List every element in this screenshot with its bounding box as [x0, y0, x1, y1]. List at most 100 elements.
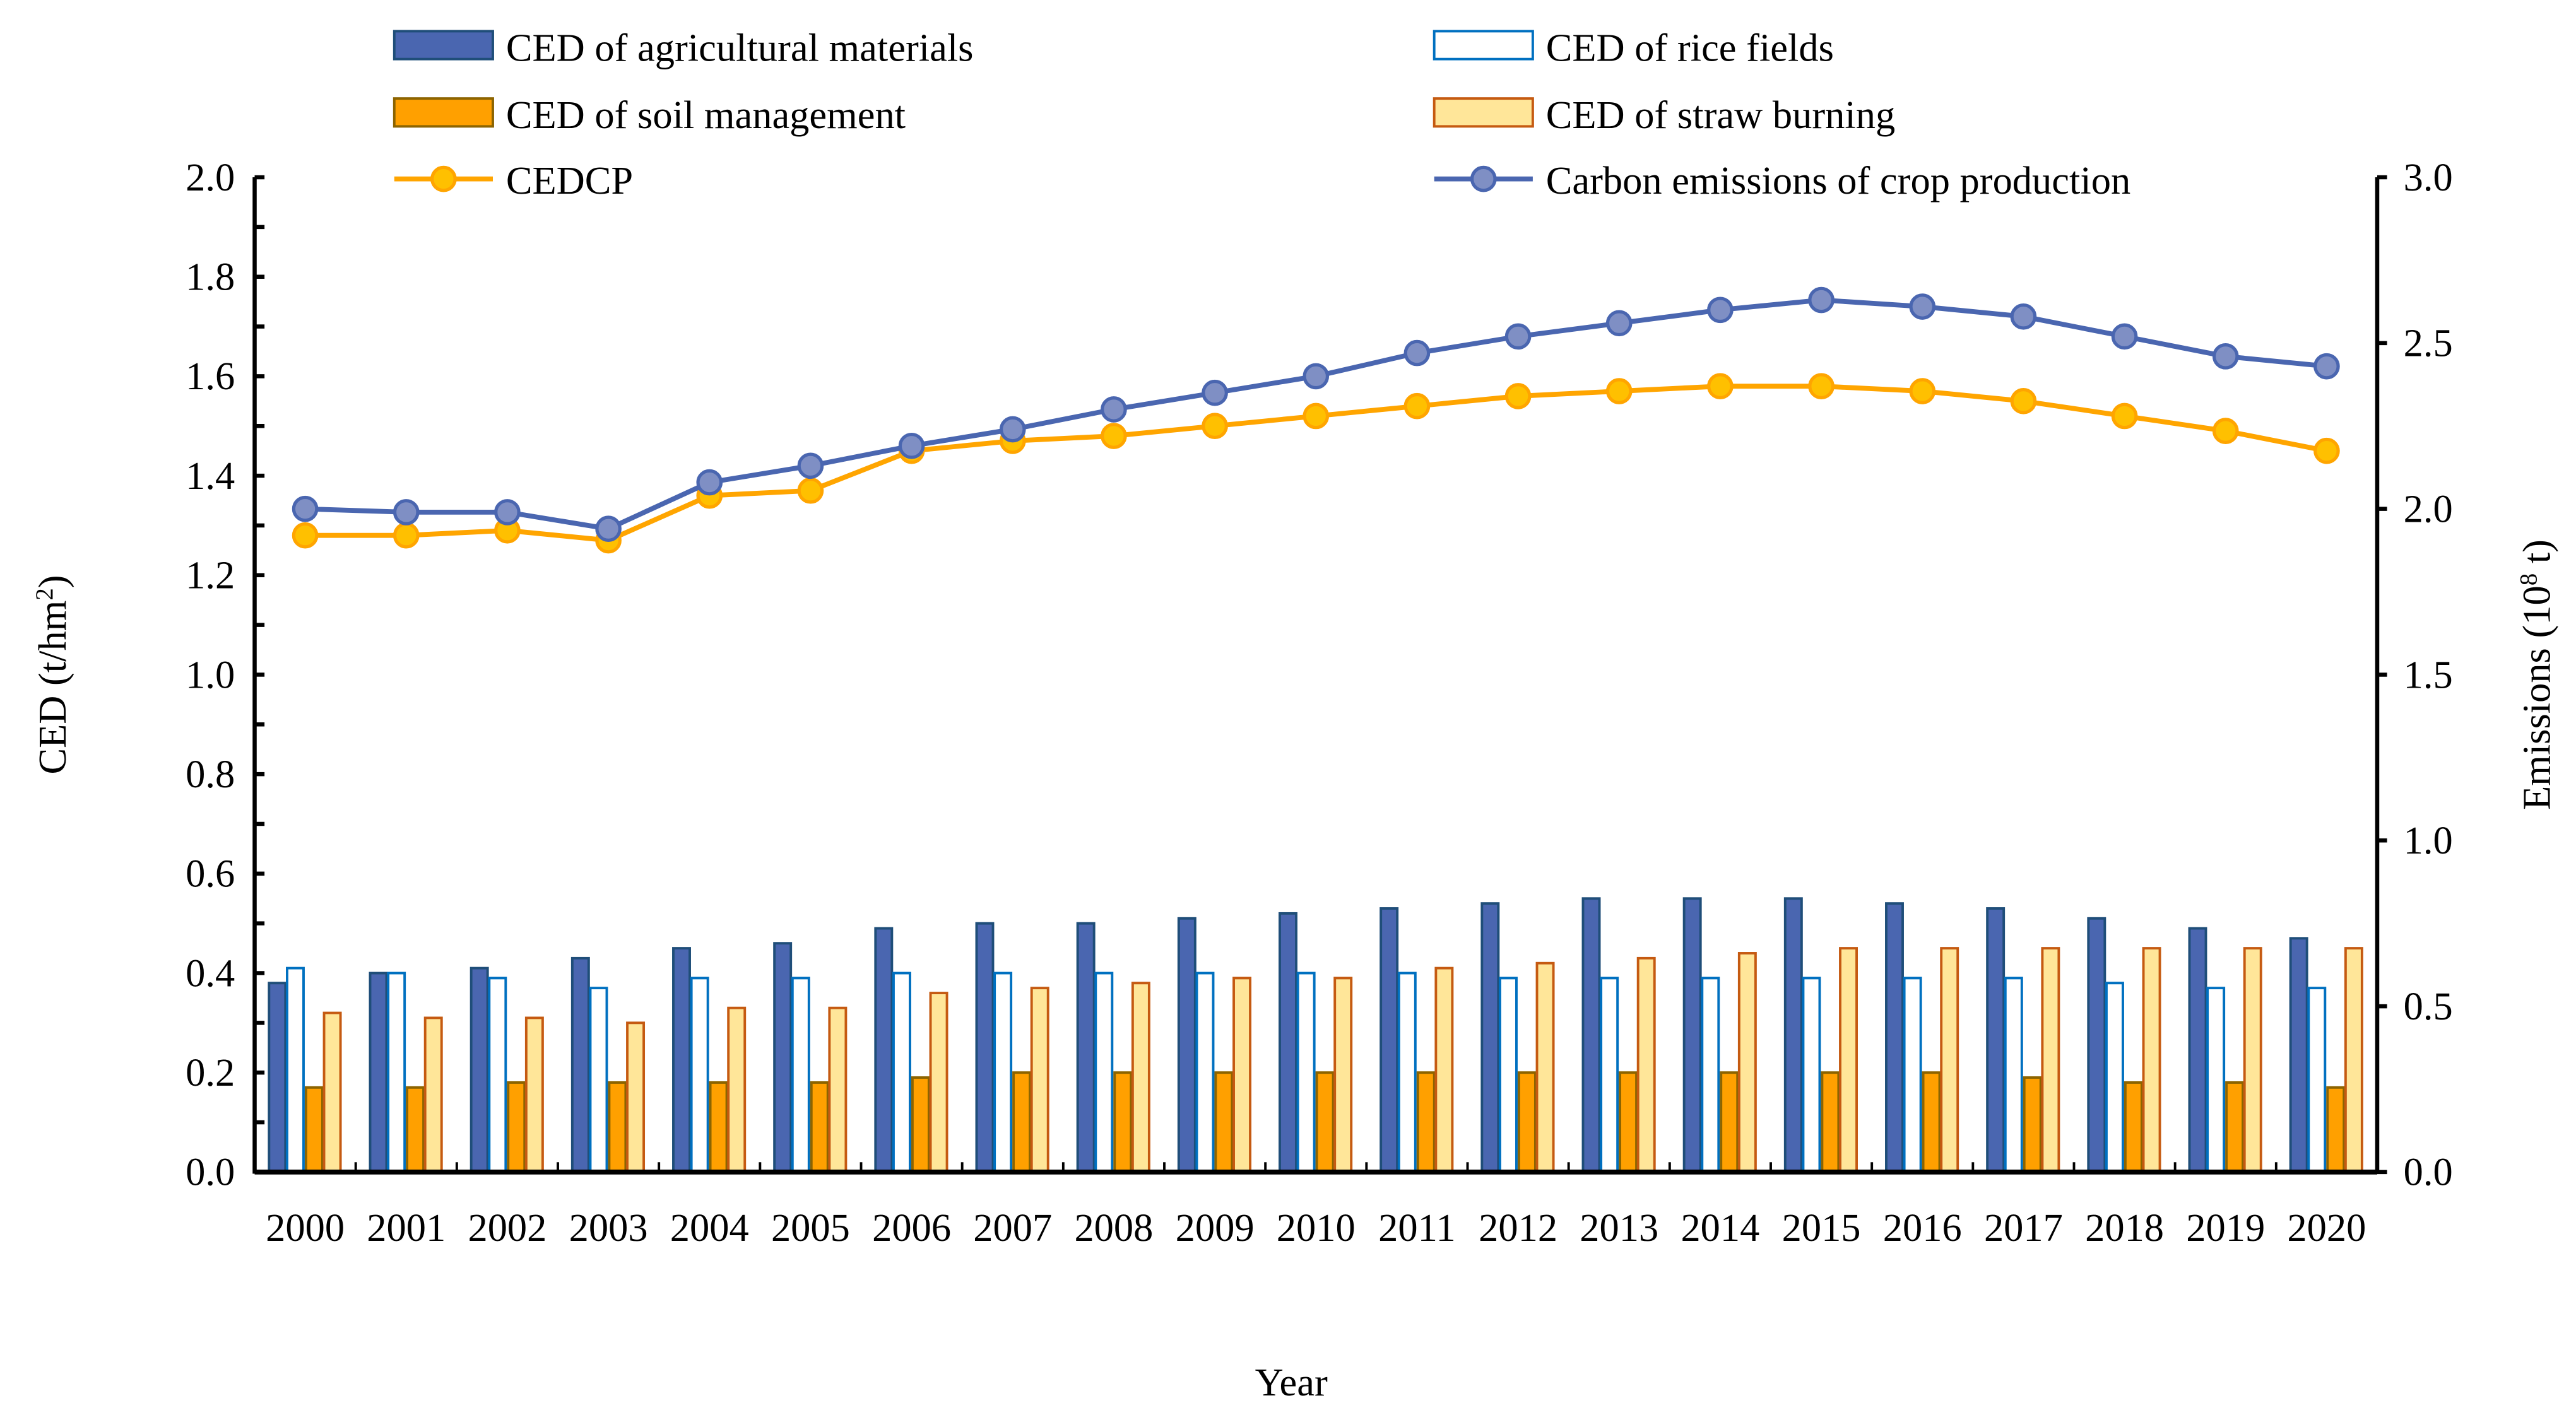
point-0-2001	[393, 522, 420, 549]
point-0-2011	[1403, 392, 1431, 420]
point-0-2012	[1504, 383, 1532, 409]
point-1-2002	[494, 499, 521, 525]
x-tick-label: 2017	[1984, 1206, 2063, 1250]
lines	[292, 286, 2340, 554]
y-left-tick-label: 1.6	[186, 354, 235, 398]
bar-1-2003	[589, 987, 608, 1173]
bar-2-2002	[507, 1081, 526, 1173]
axes: 0.0 0.2 0.4 0.6 0.8 1.0 1.2 1.4 1.6 1.8 2.0 0.0 0.5 1…	[186, 155, 2453, 1250]
y-left-tick-label: 0.8	[186, 752, 235, 796]
legend-label: CED of rice fields	[1546, 25, 1834, 69]
y-axis-left-title: CED (t/hm2)	[30, 575, 74, 774]
x-tick-label: 2002	[468, 1206, 547, 1250]
bar-0-2017	[1986, 907, 2006, 1173]
x-tick-label: 2015	[1782, 1206, 1861, 1250]
bar-0-2012	[1480, 902, 1500, 1173]
point-1-2009	[1202, 379, 1228, 406]
x-tick-label: 2008	[1074, 1206, 1153, 1250]
bar-1-2018	[2105, 982, 2124, 1173]
legend-swatch-2	[393, 97, 494, 128]
x-tick-label: 2003	[569, 1206, 648, 1250]
bar-2-2009	[1214, 1071, 1234, 1173]
bar-2-2014	[1720, 1071, 1739, 1173]
bar-2-2013	[1619, 1071, 1638, 1173]
y-axis-right-title: Emissions (108 t)	[2514, 539, 2558, 810]
y-right-tick-label: 3.0	[2404, 155, 2453, 199]
point-1-2016	[1909, 293, 1936, 320]
y-left-tick-label: 0.2	[186, 1050, 235, 1095]
bar-3-2019	[2243, 947, 2262, 1173]
y-right-tick-label: 1.0	[2404, 818, 2453, 862]
legend-label: Carbon emissions of crop production	[1546, 158, 2130, 203]
bar-0-2010	[1279, 912, 1297, 1173]
bar-3-2016	[1940, 947, 1959, 1173]
bar-2-2003	[608, 1081, 627, 1173]
bar-3-2015	[1839, 947, 1858, 1173]
point-0-2010	[1303, 402, 1330, 430]
bar-1-2008	[1094, 972, 1114, 1173]
y-left-tick-label: 1.4	[186, 454, 235, 498]
bar-2-2001	[406, 1086, 425, 1173]
bar-0-2002	[470, 966, 489, 1173]
point-1-2006	[898, 432, 925, 459]
x-tick-label: 2013	[1580, 1206, 1658, 1250]
x-tick-label: 2005	[771, 1206, 850, 1250]
x-tick-label: 2011	[1378, 1206, 1456, 1250]
bar-1-2013	[1600, 977, 1619, 1173]
point-1-2001	[393, 499, 420, 525]
bar-0-2001	[369, 972, 388, 1173]
x-tick-label: 2018	[2085, 1206, 2164, 1250]
bar-2-2017	[2023, 1076, 2042, 1173]
point-1-2000	[292, 495, 319, 522]
bar-2-2011	[1416, 1071, 1436, 1173]
bar-2-2018	[2124, 1081, 2143, 1173]
point-1-2017	[2010, 303, 2037, 330]
bar-2-2016	[1922, 1071, 1941, 1173]
legend-swatch-3	[1433, 97, 1534, 128]
bar-1-2016	[1903, 977, 1922, 1173]
bar-0-2013	[1581, 897, 1601, 1173]
bar-1-2004	[690, 977, 709, 1173]
point-1-2018	[2111, 323, 2138, 350]
point-0-2016	[1909, 378, 1936, 404]
point-0-2019	[2212, 418, 2239, 444]
bar-0-2015	[1783, 897, 1803, 1173]
point-0-2013	[1605, 378, 1633, 404]
bar-2-2000	[304, 1086, 324, 1173]
bar-3-2008	[1131, 982, 1150, 1173]
point-0-2017	[2010, 388, 2037, 414]
bar-1-2002	[488, 977, 507, 1173]
legend-label: CEDCP	[506, 158, 633, 203]
bar-2-2007	[1012, 1071, 1032, 1173]
bar-1-2011	[1397, 972, 1417, 1173]
bar-0-2000	[268, 982, 287, 1173]
bar-2-2005	[810, 1081, 829, 1173]
point-0-2020	[2313, 437, 2340, 464]
bar-0-2005	[773, 942, 793, 1173]
point-1-2019	[2212, 343, 2239, 370]
bar-1-2014	[1701, 977, 1720, 1173]
y-right-tick-label: 2.0	[2404, 486, 2453, 531]
bar-1-2010	[1296, 972, 1316, 1173]
point-1-2015	[1808, 286, 1835, 314]
bar-1-2006	[892, 972, 911, 1173]
y-right-tick-label: 0.0	[2404, 1150, 2453, 1194]
bar-3-2007	[1030, 987, 1049, 1173]
x-axis-title: Year	[1255, 1360, 1328, 1404]
bar-3-2001	[423, 1016, 443, 1173]
bar-3-2011	[1434, 966, 1454, 1173]
point-0-2015	[1808, 373, 1835, 399]
x-tick-label: 2009	[1176, 1206, 1255, 1250]
point-0-2000	[292, 522, 319, 549]
bars	[268, 897, 2363, 1173]
legend-swatch-1	[1433, 30, 1534, 61]
bar-0-2019	[2188, 927, 2207, 1173]
y-right-tick-label: 2.5	[2404, 321, 2453, 365]
point-1-2003	[595, 515, 622, 543]
x-tick-label: 2016	[1883, 1206, 1962, 1250]
y-left-tick-label: 1.2	[186, 553, 235, 597]
x-tick-label: 2001	[367, 1206, 446, 1250]
bar-3-2018	[2142, 947, 2161, 1173]
point-0-2005	[797, 477, 824, 504]
legend-marker-1	[1470, 165, 1497, 192]
